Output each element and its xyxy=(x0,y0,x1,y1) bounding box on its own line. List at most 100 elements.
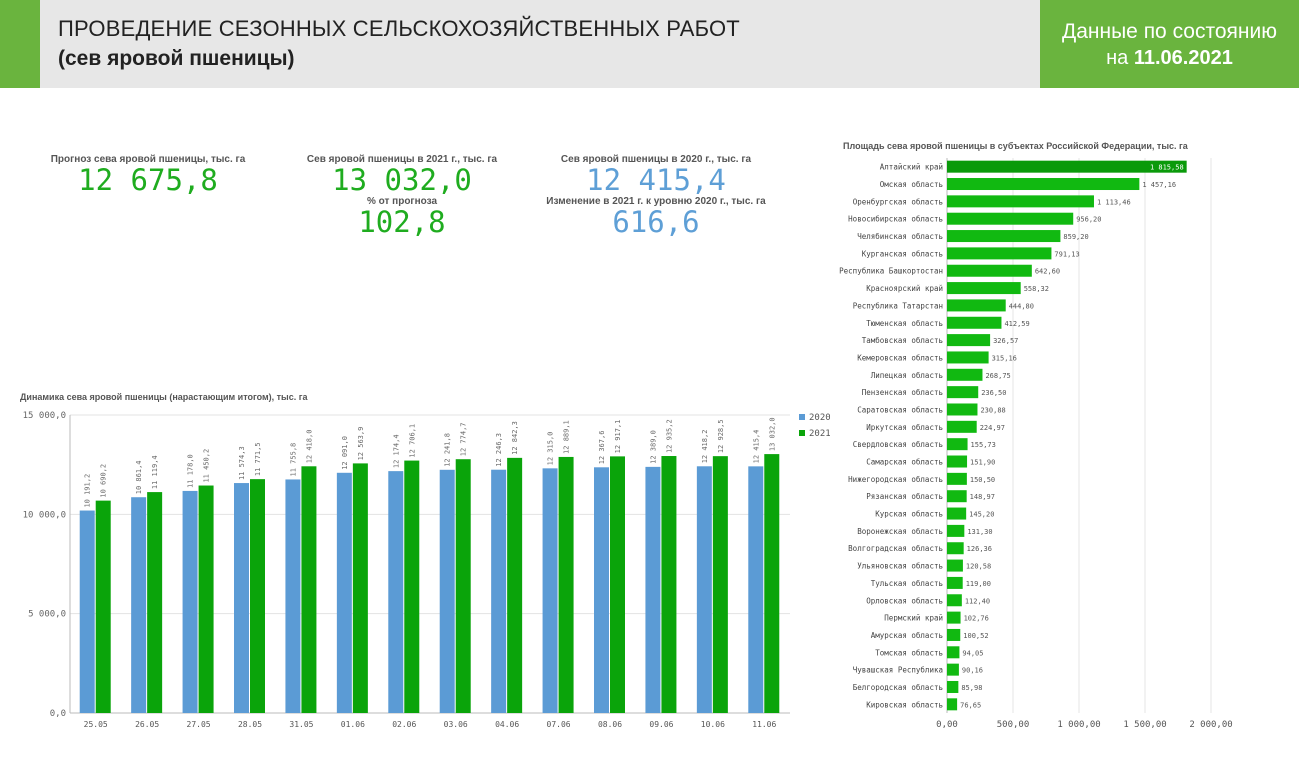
region-label: Омская область xyxy=(880,180,943,189)
bar-2020 xyxy=(491,469,507,713)
region-value-label: 131,30 xyxy=(967,528,992,536)
region-label: Рязанская область xyxy=(866,492,943,501)
region-label: Тамбовская область xyxy=(862,336,943,345)
bar-data-label: 12 315,0 xyxy=(547,432,555,466)
bar-data-label: 11 574,3 xyxy=(238,446,246,480)
bar-2021 xyxy=(95,500,111,713)
region-label: Липецкая область xyxy=(871,371,943,380)
region-value-label: 155,73 xyxy=(971,441,996,449)
region-label: Кемеровская область xyxy=(857,353,943,362)
bar-2020 xyxy=(748,466,764,713)
region-bar xyxy=(947,576,963,589)
region-bar xyxy=(947,524,965,537)
region-bar xyxy=(947,628,961,641)
region-value-label: 150,50 xyxy=(970,476,995,484)
region-value-label: 94,05 xyxy=(962,649,983,657)
region-label: Белгородская область xyxy=(853,683,943,692)
region-bar xyxy=(947,646,960,659)
region-bar xyxy=(947,507,967,520)
region-bar xyxy=(947,334,991,347)
x-tick-label: 09.06 xyxy=(649,720,673,729)
x-tick-label: 02.06 xyxy=(392,720,416,729)
region-bar xyxy=(947,542,964,555)
region-value-label: 1 457,16 xyxy=(1142,181,1176,189)
region-value-label: 85,98 xyxy=(961,684,982,692)
region-bar xyxy=(947,386,979,399)
bar-2021 xyxy=(661,456,677,713)
region-label: Орловская область xyxy=(866,596,943,605)
region-bar xyxy=(947,594,962,607)
region-label: Саратовская область xyxy=(857,405,943,414)
region-bar xyxy=(947,264,1032,277)
bar-data-label: 12 889,1 xyxy=(563,420,571,454)
pct-label: % от прогноза xyxy=(366,196,438,207)
region-label: Кировская область xyxy=(866,700,943,709)
sown2020-value: 12 415,4 xyxy=(586,163,726,197)
bar-2020 xyxy=(388,471,404,713)
bar-2021 xyxy=(558,456,574,713)
bar-data-label: 12 246,3 xyxy=(495,433,503,467)
region-value-label: 558,32 xyxy=(1024,285,1049,293)
region-value-label: 315,16 xyxy=(992,354,1017,362)
x-tick-label: 01.06 xyxy=(341,720,365,729)
bar-data-label: 12 418,0 xyxy=(305,430,313,464)
bar-2021 xyxy=(455,459,471,713)
x-tick-label: 27.05 xyxy=(187,720,211,729)
region-label: Тюменская область xyxy=(866,319,943,328)
y-tick-label: 5 000,0 xyxy=(28,610,66,620)
region-bar xyxy=(947,490,967,503)
region-value-label: 148,97 xyxy=(970,493,995,501)
bar-2021 xyxy=(352,463,368,713)
sown2021-value: 13 032,0 xyxy=(332,163,472,197)
date-caption: Данные по состоянию xyxy=(1061,20,1277,43)
region-value-label: 230,88 xyxy=(980,406,1005,414)
bar-2021 xyxy=(507,457,523,713)
region-bar xyxy=(947,663,959,676)
region-value-label: 326,57 xyxy=(993,337,1018,345)
region-bar xyxy=(947,403,978,416)
bar-2021 xyxy=(198,485,214,713)
x-tick-label: 31.05 xyxy=(289,720,313,729)
page-title: ПРОВЕДЕНИЕ СЕЗОННЫХ СЕЛЬСКОХОЗЯЙСТВЕННЫХ… xyxy=(58,16,740,41)
region-value-label: 120,58 xyxy=(966,563,991,571)
bar-2020 xyxy=(594,467,609,713)
regions-chart-title: Площадь сева яровой пшеницы в субъектах … xyxy=(843,141,1188,151)
region-label: Республика Башкортостан xyxy=(839,267,943,276)
region-label: Свердловская область xyxy=(853,440,943,449)
bar-data-label: 11 119,4 xyxy=(151,455,159,489)
region-label: Иркутская область xyxy=(866,423,943,432)
header-accent xyxy=(0,0,40,88)
region-label: Тульская область xyxy=(871,579,943,588)
date-prefix: на xyxy=(1106,47,1134,69)
x-tick-label: 28.05 xyxy=(238,720,262,729)
region-bar xyxy=(947,230,1061,243)
y-tick-label: 10 000,0 xyxy=(23,510,66,520)
legend-label-2020: 2020 xyxy=(809,413,830,423)
legend-swatch-2020 xyxy=(799,414,805,420)
forecast-value: 12 675,8 xyxy=(78,163,218,197)
region-label: Нижегородская область xyxy=(848,475,943,484)
bar-data-label: 10 690,2 xyxy=(100,464,108,498)
y-tick-label: 0,0 xyxy=(50,709,66,719)
bar-2021 xyxy=(764,454,780,713)
x-tick-label: 08.06 xyxy=(598,720,622,729)
region-value-label: 1 815,58 xyxy=(1150,164,1184,172)
region-value-label: 100,52 xyxy=(963,632,988,640)
bar-2020 xyxy=(131,497,147,713)
bar-2021 xyxy=(712,456,728,713)
sown2021-label: Сев яровой пшеницы в 2021 г., тыс. га xyxy=(306,154,498,165)
bar-data-label: 12 917,1 xyxy=(614,420,622,454)
region-label: Челябинская область xyxy=(857,232,943,241)
bar-data-label: 12 563,9 xyxy=(357,427,365,461)
sown2020-label: Сев яровой пшеницы в 2020 г., тыс. га xyxy=(560,154,752,165)
bar-data-label: 12 091,0 xyxy=(341,436,349,470)
region-value-label: 1 113,46 xyxy=(1097,198,1131,206)
region-value-label: 76,65 xyxy=(960,701,981,709)
x-tick-label: 25.05 xyxy=(84,720,108,729)
region-label: Волгоградская область xyxy=(848,544,943,553)
bar-data-label: 12 774,7 xyxy=(460,422,468,456)
bar-2020 xyxy=(79,510,95,713)
region-label: Новосибирская область xyxy=(848,215,943,224)
bar-data-label: 12 389,0 xyxy=(649,430,657,464)
region-bar xyxy=(947,368,983,381)
